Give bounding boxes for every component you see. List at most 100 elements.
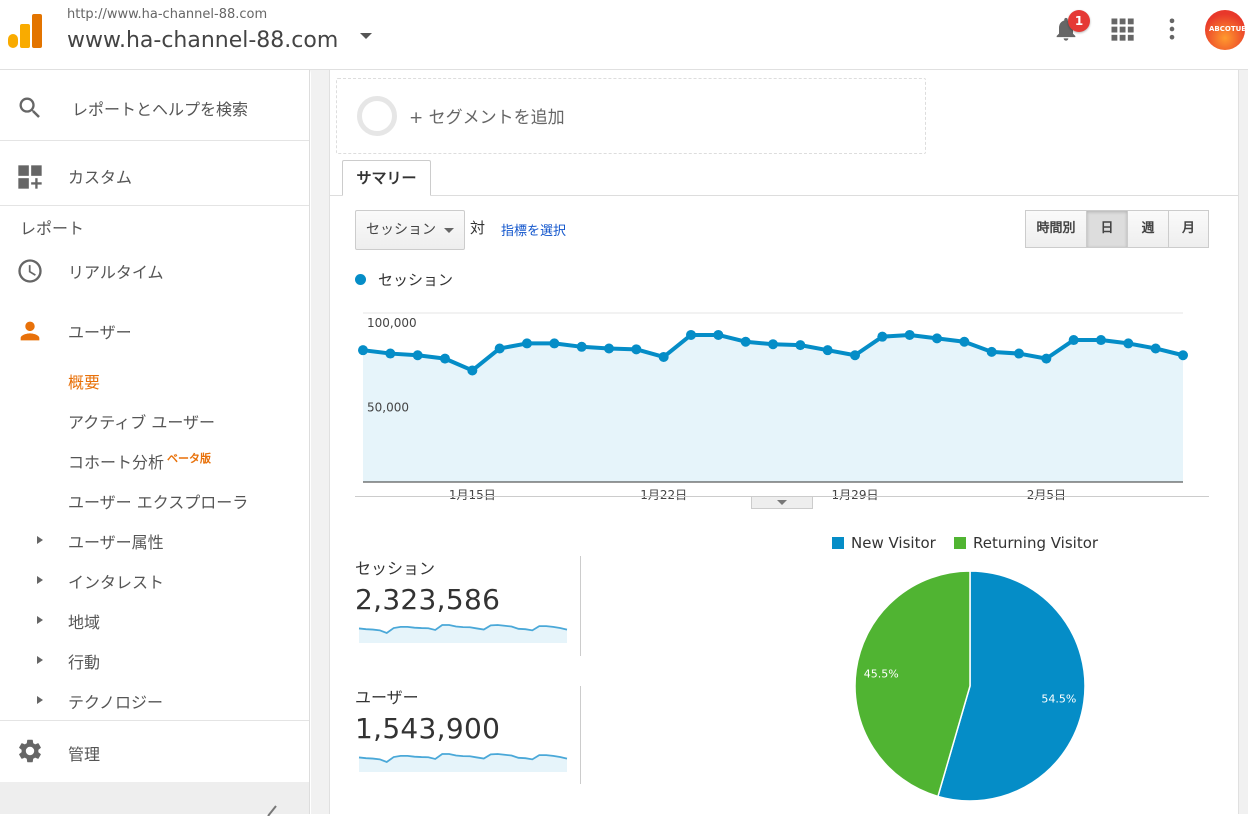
sidebar-sub-user-explorer[interactable]: ユーザー エクスプローラ xyxy=(68,493,249,512)
sidebar-item-custom[interactable]: カスタム xyxy=(0,141,309,205)
data-point xyxy=(740,336,751,347)
more-vert-icon[interactable] xyxy=(1158,15,1186,43)
chevron-down-icon[interactable] xyxy=(360,33,372,39)
gear-icon xyxy=(19,739,41,763)
data-point xyxy=(1150,343,1161,354)
granularity-buttons: 時間別 日 週 月 xyxy=(1025,210,1209,248)
notification-badge[interactable]: 1 xyxy=(1068,10,1090,32)
top-header: http://www.ha-channel-88.com www.ha-chan… xyxy=(0,0,1248,70)
data-point xyxy=(604,343,614,354)
data-point xyxy=(576,341,587,352)
chart-collapse-toggle[interactable] xyxy=(751,497,813,509)
property-url: http://www.ha-channel-88.com xyxy=(67,7,268,22)
pie-legend-label: New Visitor xyxy=(851,534,936,552)
sidebar-sub-geo[interactable]: 地域 xyxy=(68,613,101,632)
data-point xyxy=(986,346,997,357)
expand-arrow-icon[interactable] xyxy=(37,536,43,544)
tab-underline xyxy=(330,195,1238,196)
segment-picker[interactable]: + セグメントを追加 xyxy=(336,78,926,154)
sidebar-search[interactable]: レポートとヘルプを検索 xyxy=(0,70,309,140)
sessions-line-chart: 100,000 50,000 1月15日 1月22日 1月29日 2月5日 xyxy=(358,312,1188,502)
expand-arrow-icon[interactable] xyxy=(37,576,43,584)
day-button[interactable]: 日 xyxy=(1086,210,1128,248)
pie-legend-new[interactable]: New Visitor xyxy=(832,534,936,552)
avatar-logo-text: ABCOTUBE xyxy=(1209,25,1245,33)
sidebar-item-label: リアルタイム xyxy=(68,263,164,282)
segment-ring-icon xyxy=(357,96,397,136)
caret-down-icon xyxy=(777,500,787,505)
sidebar-sub-behavior[interactable]: 行動 xyxy=(68,653,101,672)
sidebar-sub-cohort[interactable]: コホート分析 ベータ版 xyxy=(68,449,211,473)
sidebar-sub-active-users[interactable]: アクティブ ユーザー xyxy=(68,413,216,432)
pie-legend-label: Returning Visitor xyxy=(973,534,1099,552)
data-point xyxy=(467,365,478,376)
data-point xyxy=(1178,350,1188,361)
week-button[interactable]: 週 xyxy=(1127,210,1169,248)
y-tick-label: 50,000 xyxy=(367,401,409,415)
expand-arrow-icon[interactable] xyxy=(37,656,43,664)
hourly-button[interactable]: 時間別 xyxy=(1025,210,1087,248)
dashboard-add-icon xyxy=(18,165,42,189)
chart-legend-label[interactable]: セッション xyxy=(378,271,454,289)
add-segment-label: + セグメントを追加 xyxy=(409,108,565,128)
data-point xyxy=(877,331,888,342)
legend-dot xyxy=(355,274,366,285)
clock-icon xyxy=(18,259,42,283)
data-point xyxy=(1041,353,1052,364)
sidebar-sub-overview[interactable]: 概要 xyxy=(68,373,101,392)
legend-swatch xyxy=(832,537,844,549)
select-metric-link[interactable]: 指標を選択 xyxy=(501,224,567,239)
data-point xyxy=(1068,335,1079,346)
data-point xyxy=(768,339,778,350)
reports-section-heading: レポート xyxy=(20,219,85,238)
divider xyxy=(580,686,581,784)
data-point xyxy=(549,338,560,349)
expand-arrow-icon[interactable] xyxy=(37,696,43,704)
sidebar-item-label: 管理 xyxy=(68,745,101,764)
sparkline-line xyxy=(358,753,568,764)
main-content: + セグメントを追加 サマリー セッション 対 指標を選択 時間別 日 週 月 … xyxy=(311,70,1248,814)
analytics-logo-icon[interactable] xyxy=(8,14,42,48)
month-button[interactable]: 月 xyxy=(1168,210,1209,248)
users-sparkline xyxy=(358,753,568,772)
data-point xyxy=(494,343,505,354)
divider xyxy=(0,205,309,206)
sidebar-item-admin[interactable]: 管理 xyxy=(0,721,309,781)
pie-legend-returning[interactable]: Returning Visitor xyxy=(954,534,1098,552)
pie-slice xyxy=(936,570,1086,802)
series-area xyxy=(363,334,1183,482)
vs-label: 対 xyxy=(470,219,486,237)
data-point xyxy=(850,350,860,361)
property-selector[interactable]: www.ha-channel-88.com xyxy=(67,28,339,53)
sidebar-sub-technology[interactable]: テクノロジー xyxy=(68,693,164,712)
sidebar-sub-demographics[interactable]: ユーザー属性 xyxy=(68,533,164,552)
apps-grid-icon[interactable] xyxy=(1108,15,1136,43)
data-point xyxy=(959,336,970,347)
sidebar-item-label: ユーザー xyxy=(68,323,132,342)
caret-down-icon xyxy=(444,228,454,233)
scorecard-label: ユーザー xyxy=(355,688,419,707)
data-point xyxy=(358,345,368,356)
metric-select[interactable]: セッション xyxy=(355,210,465,250)
scorecard-users: ユーザー 1,543,900 xyxy=(355,684,585,745)
search-icon xyxy=(19,97,40,118)
data-point xyxy=(440,353,450,364)
data-point xyxy=(795,340,806,351)
sidebar-item-realtime[interactable]: リアルタイム xyxy=(0,248,309,294)
data-point xyxy=(686,329,696,340)
sidebar-item-users[interactable]: ユーザー xyxy=(0,308,309,354)
avatar[interactable]: ABCOTUBE xyxy=(1205,10,1245,50)
divider xyxy=(0,720,309,721)
data-point xyxy=(631,344,642,355)
collapse-sidebar-icon[interactable] xyxy=(262,804,282,816)
tab-summary[interactable]: サマリー xyxy=(342,160,431,196)
pie-slice-label: 45.5% xyxy=(864,667,899,680)
expand-arrow-icon[interactable] xyxy=(37,616,43,624)
sidebar-sub-interests[interactable]: インタレスト xyxy=(68,573,165,592)
chart-divider xyxy=(355,496,1209,497)
metric-select-value: セッション xyxy=(366,222,436,238)
x-tick-label: 1月15日 xyxy=(449,488,496,502)
pie-slice xyxy=(854,570,971,798)
legend-swatch xyxy=(954,537,966,549)
data-point xyxy=(385,348,396,359)
